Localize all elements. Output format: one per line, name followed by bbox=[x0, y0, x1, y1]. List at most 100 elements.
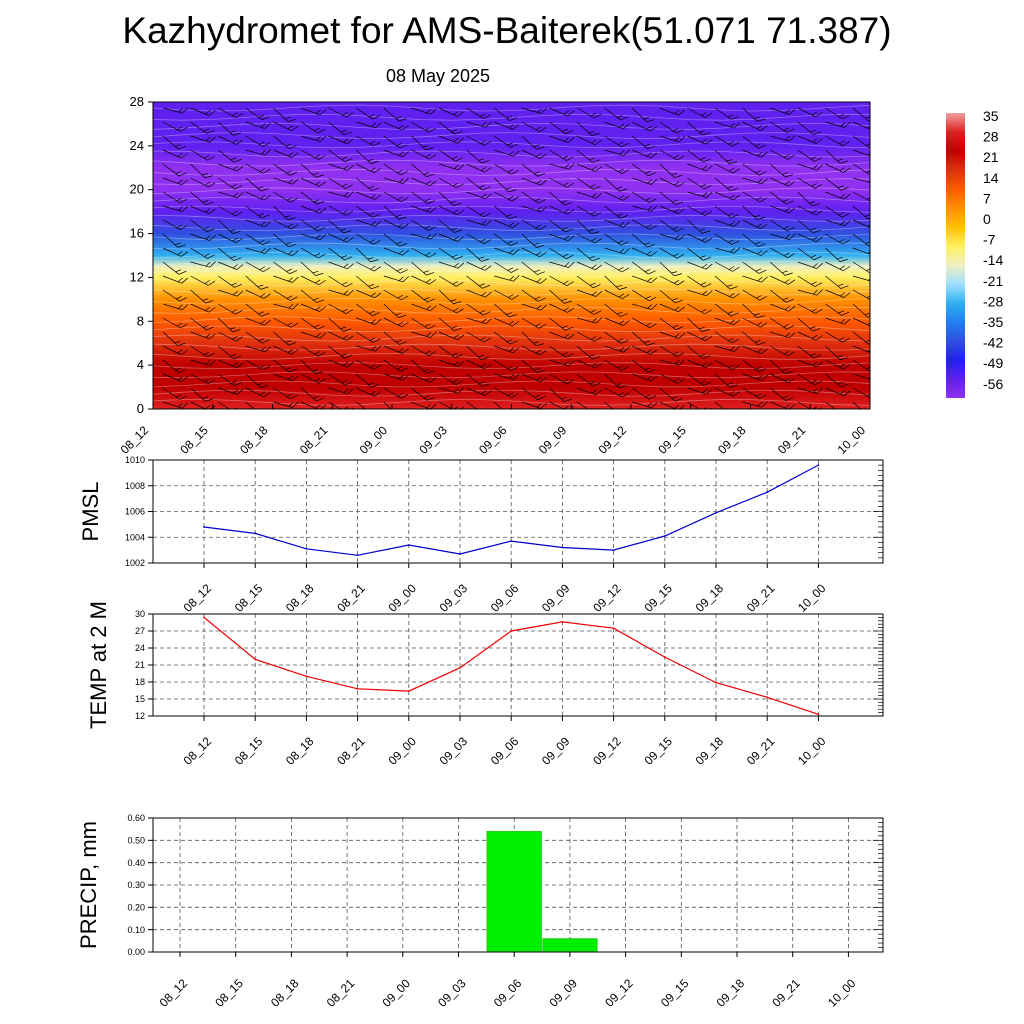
heatmap-contour bbox=[153, 316, 870, 323]
wind-barb bbox=[493, 303, 518, 318]
wind-barb bbox=[383, 317, 409, 328]
wind-barb bbox=[632, 219, 657, 230]
wind-barb bbox=[218, 331, 243, 342]
series-point bbox=[663, 656, 666, 658]
wind-barb bbox=[494, 275, 520, 282]
x-tick-label: 09_06 bbox=[488, 734, 522, 768]
wind-barb bbox=[576, 233, 602, 244]
series-point bbox=[817, 464, 820, 467]
wind-barb bbox=[797, 107, 823, 118]
x-tick-label: 09_18 bbox=[714, 976, 748, 1010]
wind-barb bbox=[742, 317, 768, 328]
wind-barb bbox=[797, 387, 824, 394]
wind-barb bbox=[217, 317, 241, 333]
wind-barb bbox=[576, 107, 602, 119]
wind-barb bbox=[770, 373, 796, 384]
wind-barb bbox=[438, 359, 465, 367]
wind-barb bbox=[494, 345, 520, 354]
wind-barb bbox=[356, 163, 382, 174]
wind-barb bbox=[494, 387, 519, 399]
wind-barb bbox=[742, 289, 767, 301]
wind-barb bbox=[355, 373, 380, 388]
wind-barbs bbox=[162, 107, 870, 409]
wind-barb bbox=[438, 401, 464, 409]
wind-barb bbox=[438, 177, 464, 189]
wind-barb bbox=[328, 373, 353, 386]
colorbar-labels: 35 28 21 14 7 0 -7 -14 -21 -28 -35 -42 -49 -56 bbox=[983, 108, 1003, 392]
wind-barb bbox=[576, 205, 602, 217]
wind-barb bbox=[742, 149, 768, 158]
wind-barb bbox=[355, 401, 373, 409]
wind-barb bbox=[438, 387, 465, 394]
wind-barb bbox=[245, 275, 269, 290]
heatmap-contour bbox=[153, 122, 870, 130]
wind-barb bbox=[190, 121, 215, 134]
wind-barb bbox=[300, 317, 325, 330]
wind-barb bbox=[714, 387, 740, 397]
wind-barb bbox=[852, 177, 870, 184]
wind-barb bbox=[521, 121, 547, 133]
wind-barb bbox=[549, 233, 575, 242]
heatmap-y-label: 20 bbox=[130, 182, 144, 197]
heatmap-contour bbox=[153, 113, 870, 121]
wind-barb bbox=[659, 331, 686, 339]
wind-barb bbox=[466, 289, 492, 298]
wind-barb bbox=[438, 163, 465, 171]
colorbar-label: 28 bbox=[983, 129, 999, 145]
wind-barb bbox=[797, 177, 823, 189]
wind-barb bbox=[549, 163, 575, 170]
wind-barb bbox=[687, 275, 712, 288]
wind-barb bbox=[273, 331, 297, 346]
wind-barb bbox=[273, 345, 299, 355]
heatmap-y-label: 8 bbox=[137, 313, 144, 328]
wind-barb bbox=[604, 107, 629, 121]
wind-barb bbox=[493, 331, 518, 345]
x-tick-label: 08_12 bbox=[181, 734, 215, 768]
wind-barb bbox=[466, 345, 490, 360]
wind-barb bbox=[466, 191, 492, 200]
x-tick-label: 09_21 bbox=[744, 581, 778, 615]
wind-barb bbox=[438, 219, 463, 233]
wind-barb bbox=[576, 247, 601, 262]
wind-barb bbox=[383, 373, 410, 381]
wind-barb bbox=[742, 107, 766, 122]
wind-barb bbox=[273, 191, 298, 203]
wind-barb bbox=[576, 303, 602, 315]
wind-barb bbox=[411, 331, 437, 338]
wind-barb bbox=[245, 233, 270, 246]
wind-barb bbox=[245, 191, 271, 201]
wind-barb bbox=[770, 345, 795, 357]
wind-barb bbox=[162, 121, 188, 132]
wind-barb bbox=[825, 317, 851, 325]
heatmap-contours bbox=[153, 104, 870, 409]
wind-barb bbox=[162, 247, 188, 257]
wind-barb bbox=[769, 359, 793, 374]
x-tick-label: 09_12 bbox=[590, 734, 624, 768]
wind-barb bbox=[521, 317, 547, 329]
x-tick-label: 08_18 bbox=[283, 581, 317, 615]
heatmap-x-label: 09_18 bbox=[715, 423, 749, 457]
wind-barb bbox=[438, 233, 465, 242]
wind-barb bbox=[604, 219, 630, 228]
wind-barb bbox=[659, 303, 685, 313]
wind-barb bbox=[521, 373, 547, 383]
wind-barb bbox=[466, 121, 492, 128]
heatmap-x-label: 08_15 bbox=[177, 423, 211, 457]
heatmap-contour bbox=[153, 224, 870, 231]
heatmap-contour bbox=[153, 288, 870, 296]
wind-barb bbox=[549, 317, 573, 331]
wind-barb bbox=[466, 177, 491, 191]
wind-barb bbox=[162, 233, 186, 248]
wind-barb bbox=[245, 135, 271, 147]
wind-barb bbox=[687, 219, 711, 234]
wind-barb bbox=[218, 107, 243, 119]
wind-barb bbox=[852, 387, 870, 399]
wind-barb bbox=[769, 289, 794, 303]
wind-barb bbox=[411, 205, 437, 213]
x-tick-label: 09_03 bbox=[437, 581, 471, 615]
wind-barb bbox=[714, 247, 741, 254]
wind-barb bbox=[521, 261, 545, 275]
wind-barb bbox=[659, 247, 685, 259]
heatmap-x-label: 09_06 bbox=[476, 423, 510, 457]
wind-barb bbox=[604, 121, 630, 130]
